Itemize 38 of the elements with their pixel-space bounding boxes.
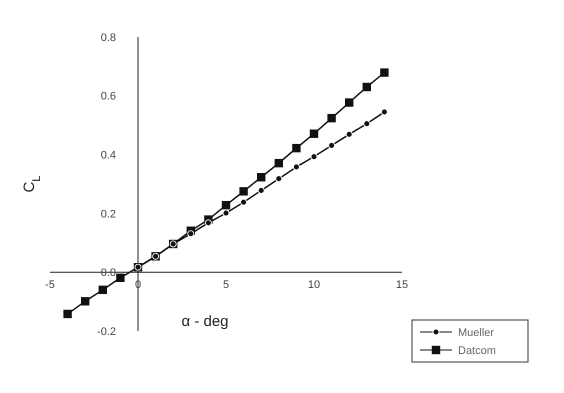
point [275, 175, 282, 182]
point [116, 274, 125, 282]
x-tick-label: 5 [222, 279, 230, 292]
legend-label: Mueller [458, 326, 494, 339]
point [204, 219, 212, 226]
point [81, 297, 90, 306]
y-tick-label: 0.4 [100, 149, 116, 162]
point [292, 164, 300, 170]
point [257, 173, 266, 182]
y-tick-label: 0.6 [100, 90, 116, 103]
point [345, 98, 354, 107]
x-tick-label: -5 [45, 279, 55, 292]
point [222, 200, 230, 210]
point [274, 158, 283, 168]
point [63, 310, 72, 318]
point [346, 130, 353, 138]
point [187, 230, 194, 238]
point [292, 144, 301, 152]
point [327, 114, 336, 122]
point [362, 82, 371, 92]
point [222, 210, 230, 217]
legend-label: Datcom [458, 344, 496, 357]
y-tick-label: 0.2 [100, 208, 116, 220]
y-tick-label: 0.8 [100, 32, 116, 44]
point [310, 153, 318, 160]
x-tick-label: 10 [308, 279, 320, 292]
x-tick-label: 15 [396, 279, 408, 292]
point [240, 198, 248, 206]
point [98, 286, 107, 294]
point [328, 142, 336, 149]
y-tick-label: -0.2 [97, 326, 116, 338]
point [258, 187, 265, 194]
point [380, 68, 389, 77]
point [380, 108, 388, 116]
x-axis-title: α - deg [181, 313, 229, 330]
point [310, 130, 318, 138]
point [363, 120, 370, 128]
point [239, 187, 248, 196]
